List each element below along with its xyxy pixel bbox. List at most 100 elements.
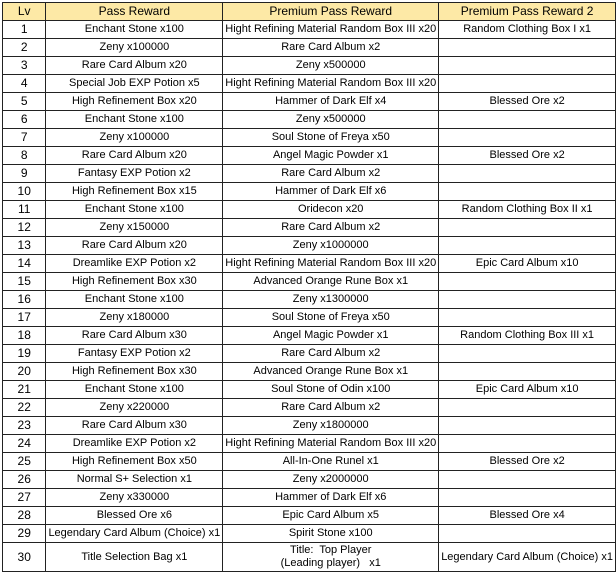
- table-row: 15 High Refinement Box x30 Advanced Orange…: [1, 272, 616, 291]
- premium-reward-2-cell: [438, 74, 616, 93]
- table-row: 21 Enchant Stone x100 Soul Stone of Odin x…: [1, 380, 616, 399]
- pass-reward-cell: High Refinement Box x30: [45, 362, 224, 381]
- pass-reward-cell: Zeny x100000: [45, 38, 224, 57]
- table-row: 28 Blessed Ore x6 Epic Card Album x5 Blesse…: [1, 506, 616, 525]
- premium-reward-2-cell: Blessed Ore x4: [438, 506, 616, 525]
- pass-reward-cell: Zeny x150000: [45, 218, 224, 237]
- lv-cell: 5: [1, 92, 47, 111]
- premium-line-2: (Leading player) x1: [280, 557, 381, 569]
- premium-reward-2-cell: [438, 56, 616, 75]
- table-row: 12 Zeny x150000 Rare Card Album x2: [1, 218, 616, 237]
- lv-cell: 4: [1, 74, 47, 93]
- pass-reward-cell: Fantasy EXP Potion x2: [45, 344, 224, 363]
- lv-cell: 18: [1, 326, 47, 345]
- pass-reward-cell: Dreamlike EXP Potion x2: [45, 254, 224, 273]
- table-row: 3 Rare Card Album x20 Zeny x500000: [1, 56, 616, 75]
- pass-reward-cell: Enchant Stone x100: [45, 200, 224, 219]
- premium-reward-cell: Zeny x2000000: [222, 470, 440, 489]
- premium-line-1: Title: Top Player: [290, 544, 372, 556]
- premium-reward-cell: Rare Card Album x2: [222, 344, 440, 363]
- premium-reward-cell: Hammer of Dark Elf x4: [222, 92, 440, 111]
- lv-cell: 29: [1, 524, 47, 543]
- lv-cell: 1: [1, 20, 47, 39]
- lv-cell: 19: [1, 344, 47, 363]
- premium-reward-cell: Oridecon x20: [222, 200, 440, 219]
- premium-reward-2-cell: [438, 398, 616, 417]
- lv-cell: 15: [1, 272, 47, 291]
- pass-reward-cell: High Refinement Box x30: [45, 272, 224, 291]
- pass-reward-cell: High Refinement Box x15: [45, 182, 224, 201]
- premium-reward-2-cell: [438, 272, 616, 291]
- premium-reward-2-cell: [438, 182, 616, 201]
- premium-reward-cell: Epic Card Album x5: [222, 506, 440, 525]
- table-row: 29 Legendary Card Album (Choice) x1 Spirit…: [1, 524, 616, 543]
- header-lv: Lv: [1, 2, 47, 21]
- lv-cell: 20: [1, 362, 47, 381]
- table-row: 8 Rare Card Album x20 Angel Magic Powder x…: [1, 146, 616, 165]
- pass-reward-cell: Rare Card Album x30: [45, 326, 224, 345]
- premium-reward-cell: Hight Refining Material Random Box III x…: [222, 20, 440, 39]
- premium-reward-2-cell: [438, 236, 616, 255]
- lv-cell: 17: [1, 308, 47, 327]
- premium-reward-cell: Soul Stone of Freya x50: [222, 128, 440, 147]
- pass-reward-cell: Zeny x100000: [45, 128, 224, 147]
- pass-reward-cell: Blessed Ore x6: [45, 506, 224, 525]
- lv-cell: 23: [1, 416, 47, 435]
- table-row: 26 Normal S+ Selection x1 Zeny x2000000: [1, 470, 616, 489]
- premium-reward-2-cell: Legendary Card Album (Choice) x1: [438, 542, 616, 572]
- table-row: 5 High Refinement Box x20 Hammer of Dark E…: [1, 92, 616, 111]
- lv-cell: 12: [1, 218, 47, 237]
- pass-reward-cell: Rare Card Album x20: [45, 236, 224, 255]
- pass-reward-cell: Zeny x220000: [45, 398, 224, 417]
- premium-reward-cell: Rare Card Album x2: [222, 164, 440, 183]
- premium-reward-cell: Rare Card Album x2: [222, 398, 440, 417]
- header-row: Lv Pass Reward Premium Pass Reward Premi…: [1, 2, 616, 21]
- premium-reward-cell: Zeny x1800000: [222, 416, 440, 435]
- table-row: 7 Zeny x100000 Soul Stone of Freya x50: [1, 128, 616, 147]
- premium-reward-2-cell: [438, 344, 616, 363]
- table-row: 30 Title Selection Bag x1 Title: Top Pla…: [1, 542, 616, 572]
- lv-cell: 9: [1, 164, 47, 183]
- table-row: 20 High Refinement Box x30 Advanced Orange…: [1, 362, 616, 381]
- premium-reward-2-cell: Epic Card Album x10: [438, 380, 616, 399]
- premium-reward-cell: Angel Magic Powder x1: [222, 146, 440, 165]
- pass-reward-cell: Enchant Stone x100: [45, 290, 224, 309]
- premium-reward-cell: Zeny x1300000: [222, 290, 440, 309]
- pass-reward-cell: Legendary Card Album (Choice) x1: [45, 524, 224, 543]
- table-row: 27 Zeny x330000 Hammer of Dark Elf x6: [1, 488, 616, 507]
- table-row: 24 Dreamlike EXP Potion x2 Hight Refining …: [1, 434, 616, 453]
- table-row: 2 Zeny x100000 Rare Card Album x2: [1, 38, 616, 57]
- premium-reward-cell: Advanced Orange Rune Box x1: [222, 272, 440, 291]
- pass-reward-cell: Enchant Stone x100: [45, 20, 224, 39]
- lv-cell: 27: [1, 488, 47, 507]
- lv-cell: 24: [1, 434, 47, 453]
- lv-cell: 10: [1, 182, 47, 201]
- premium-reward-2-cell: Epic Card Album x10: [438, 254, 616, 273]
- table-row: 4 Special Job EXP Potion x5 Hight Refining…: [1, 74, 616, 93]
- header-premium-pass-reward: Premium Pass Reward: [222, 2, 440, 21]
- premium-reward-2-cell: [438, 290, 616, 309]
- premium-reward-cell: Zeny x500000: [222, 110, 440, 129]
- table-row: 17 Zeny x180000 Soul Stone of Freya x50: [1, 308, 616, 327]
- lv-cell: 22: [1, 398, 47, 417]
- table-row: 19 Fantasy EXP Potion x2 Rare Card Album x…: [1, 344, 616, 363]
- table-row: 6 Enchant Stone x100 Zeny x500000: [1, 110, 616, 129]
- premium-reward-cell: Spirit Stone x100: [222, 524, 440, 543]
- pass-reward-cell: Enchant Stone x100: [45, 110, 224, 129]
- premium-reward-2-cell: Random Clothing Box III x1: [438, 326, 616, 345]
- premium-reward-2-cell: [438, 218, 616, 237]
- table-row: 16 Enchant Stone x100 Zeny x1300000: [1, 290, 616, 309]
- premium-reward-cell: Title: Top Player (Leading player) x1: [222, 542, 440, 572]
- table-row: 18 Rare Card Album x30 Angel Magic Powder …: [1, 326, 616, 345]
- premium-reward-2-cell: Blessed Ore x2: [438, 146, 616, 165]
- premium-reward-cell: Soul Stone of Freya x50: [222, 308, 440, 327]
- lv-cell: 25: [1, 452, 47, 471]
- premium-reward-2-cell: Random Clothing Box I x1: [438, 20, 616, 39]
- table-row: 9 Fantasy EXP Potion x2 Rare Card Album x2: [1, 164, 616, 183]
- table-row: 25 High Refinement Box x50 All-In-One Rune…: [1, 452, 616, 471]
- table-row: 13 Rare Card Album x20 Zeny x1000000: [1, 236, 616, 255]
- pass-reward-cell: Rare Card Album x30: [45, 416, 224, 435]
- pass-reward-cell: Title Selection Bag x1: [45, 542, 224, 572]
- lv-cell: 13: [1, 236, 47, 255]
- premium-reward-2-cell: [438, 128, 616, 147]
